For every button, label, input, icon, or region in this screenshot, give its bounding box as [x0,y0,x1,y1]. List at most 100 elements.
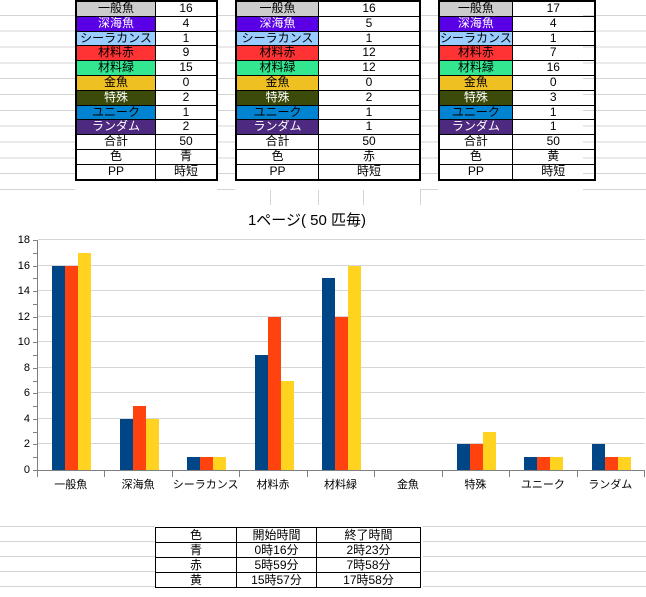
time-table-cell[interactable]: 赤 [155,557,237,573]
bar-黄-シーラカンス[interactable] [213,457,227,470]
value-cell[interactable]: 1 [511,30,596,47]
row-header-cell[interactable]: シーラカンス [75,30,156,47]
bar-黄-ランダム[interactable] [617,457,631,470]
bar-赤-特殊[interactable] [469,444,483,470]
value-cell[interactable]: 16 [511,60,596,76]
time-table-cell[interactable]: 0時16分 [236,542,317,558]
row-header-cell[interactable]: 材料赤 [75,45,156,62]
value-cell[interactable]: 1 [155,30,218,47]
bar-赤-材料赤[interactable] [267,317,281,470]
time-table-cell[interactable]: 7時58分 [316,557,421,573]
time-table-cell[interactable]: 17時58分 [316,572,421,588]
row-header-cell[interactable]: 深海魚 [235,15,319,32]
bar-赤-材料緑[interactable] [335,317,348,470]
time-table-cell[interactable]: 青 [155,542,237,558]
value-cell[interactable]: 2 [318,89,421,106]
value-cell[interactable]: 50 [155,134,218,150]
bar-黄-ユニーク[interactable] [550,457,564,470]
value-cell[interactable]: 17 [511,0,596,17]
bar-赤-一般魚[interactable] [65,266,79,470]
row-header-cell[interactable]: 金魚 [75,74,156,91]
row-header-cell[interactable]: 深海魚 [438,15,513,32]
row-header-cell[interactable]: ランダム [235,119,319,136]
value-cell[interactable]: 50 [511,134,596,150]
value-cell[interactable]: 時短 [155,163,218,181]
bar-青-ユニーク[interactable] [524,457,538,470]
value-cell[interactable]: 青 [155,148,218,165]
value-cell[interactable]: 1 [155,104,218,121]
row-header-cell[interactable]: 材料緑 [438,60,513,76]
bar-青-深海魚[interactable] [119,419,133,470]
value-cell[interactable]: 0 [318,74,421,91]
bar-赤-シーラカンス[interactable] [200,457,214,470]
value-cell[interactable]: 7 [511,45,596,62]
bar-赤-深海魚[interactable] [132,406,146,470]
row-header-cell[interactable]: 材料赤 [438,45,513,62]
value-cell[interactable]: 黄 [511,148,596,165]
time-table-cell[interactable]: 5時59分 [236,557,317,573]
value-cell[interactable]: 5 [318,15,421,32]
value-cell[interactable]: 1 [511,104,596,121]
row-header-cell[interactable]: 特殊 [438,89,513,106]
row-header-cell[interactable]: 色 [75,148,156,165]
bar-赤-ユニーク[interactable] [537,457,551,470]
row-header-cell[interactable]: 材料赤 [235,45,319,62]
bar-黄-一般魚[interactable] [78,253,92,470]
row-header-cell[interactable]: 金魚 [235,74,319,91]
value-cell[interactable]: 0 [511,74,596,91]
value-cell[interactable]: 15 [155,60,218,76]
row-header-cell[interactable]: PP [438,163,513,181]
row-header-cell[interactable]: シーラカンス [438,30,513,47]
value-cell[interactable]: 16 [155,0,218,17]
time-table-header[interactable]: 色 [155,527,237,543]
value-cell[interactable]: 3 [511,89,596,106]
row-header-cell[interactable]: 材料緑 [235,60,319,76]
row-header-cell[interactable]: 合計 [75,134,156,150]
bar-青-特殊[interactable] [456,444,470,470]
row-header-cell[interactable]: 合計 [438,134,513,150]
bar-青-材料赤[interactable] [254,355,268,470]
row-header-cell[interactable]: 合計 [235,134,319,150]
bar-青-シーラカンス[interactable] [187,457,201,470]
bar-青-材料緑[interactable] [322,278,335,470]
value-cell[interactable]: 1 [318,30,421,47]
row-header-cell[interactable]: 金魚 [438,74,513,91]
bar-chart[interactable]: 1ページ( 50 匹毎) 0 2 4 6 8 10 12 14 16 18 一般魚 深海魚 シーラカンス… [0,205,646,507]
bar-黄-材料緑[interactable] [348,266,361,470]
value-cell[interactable]: 4 [511,15,596,32]
value-cell[interactable]: 16 [318,0,421,17]
bar-青-一般魚[interactable] [52,266,66,470]
value-cell[interactable]: 1 [511,119,596,136]
row-header-cell[interactable]: 色 [438,148,513,165]
row-header-cell[interactable]: ユニーク [75,104,156,121]
bar-黄-特殊[interactable] [482,432,496,470]
row-header-cell[interactable]: 特殊 [235,89,319,106]
value-cell[interactable]: 1 [318,104,421,121]
value-cell[interactable]: 2 [155,119,218,136]
row-header-cell[interactable]: ランダム [75,119,156,136]
bar-赤-ランダム[interactable] [604,457,618,470]
row-header-cell[interactable]: 材料緑 [75,60,156,76]
value-cell[interactable]: 12 [318,60,421,76]
bar-青-ランダム[interactable] [591,444,605,470]
time-table-cell[interactable]: 15時57分 [236,572,317,588]
time-table-header[interactable]: 終了時間 [316,527,421,543]
value-cell[interactable]: 50 [318,134,421,150]
row-header-cell[interactable]: 一般魚 [438,0,513,17]
bar-黄-材料赤[interactable] [280,381,294,470]
row-header-cell[interactable]: 色 [235,148,319,165]
row-header-cell[interactable]: ランダム [438,119,513,136]
value-cell[interactable]: 赤 [318,148,421,165]
time-table-header[interactable]: 開始時間 [236,527,317,543]
value-cell[interactable]: 9 [155,45,218,62]
bar-黄-深海魚[interactable] [145,419,159,470]
value-cell[interactable]: 時短 [318,163,421,181]
row-header-cell[interactable]: 特殊 [75,89,156,106]
row-header-cell[interactable]: 深海魚 [75,15,156,32]
value-cell[interactable]: 4 [155,15,218,32]
value-cell[interactable]: 1 [318,119,421,136]
row-header-cell[interactable]: 一般魚 [75,0,156,17]
row-header-cell[interactable]: ユニーク [235,104,319,121]
row-header-cell[interactable]: ユニーク [438,104,513,121]
time-table-cell[interactable]: 黄 [155,572,237,588]
